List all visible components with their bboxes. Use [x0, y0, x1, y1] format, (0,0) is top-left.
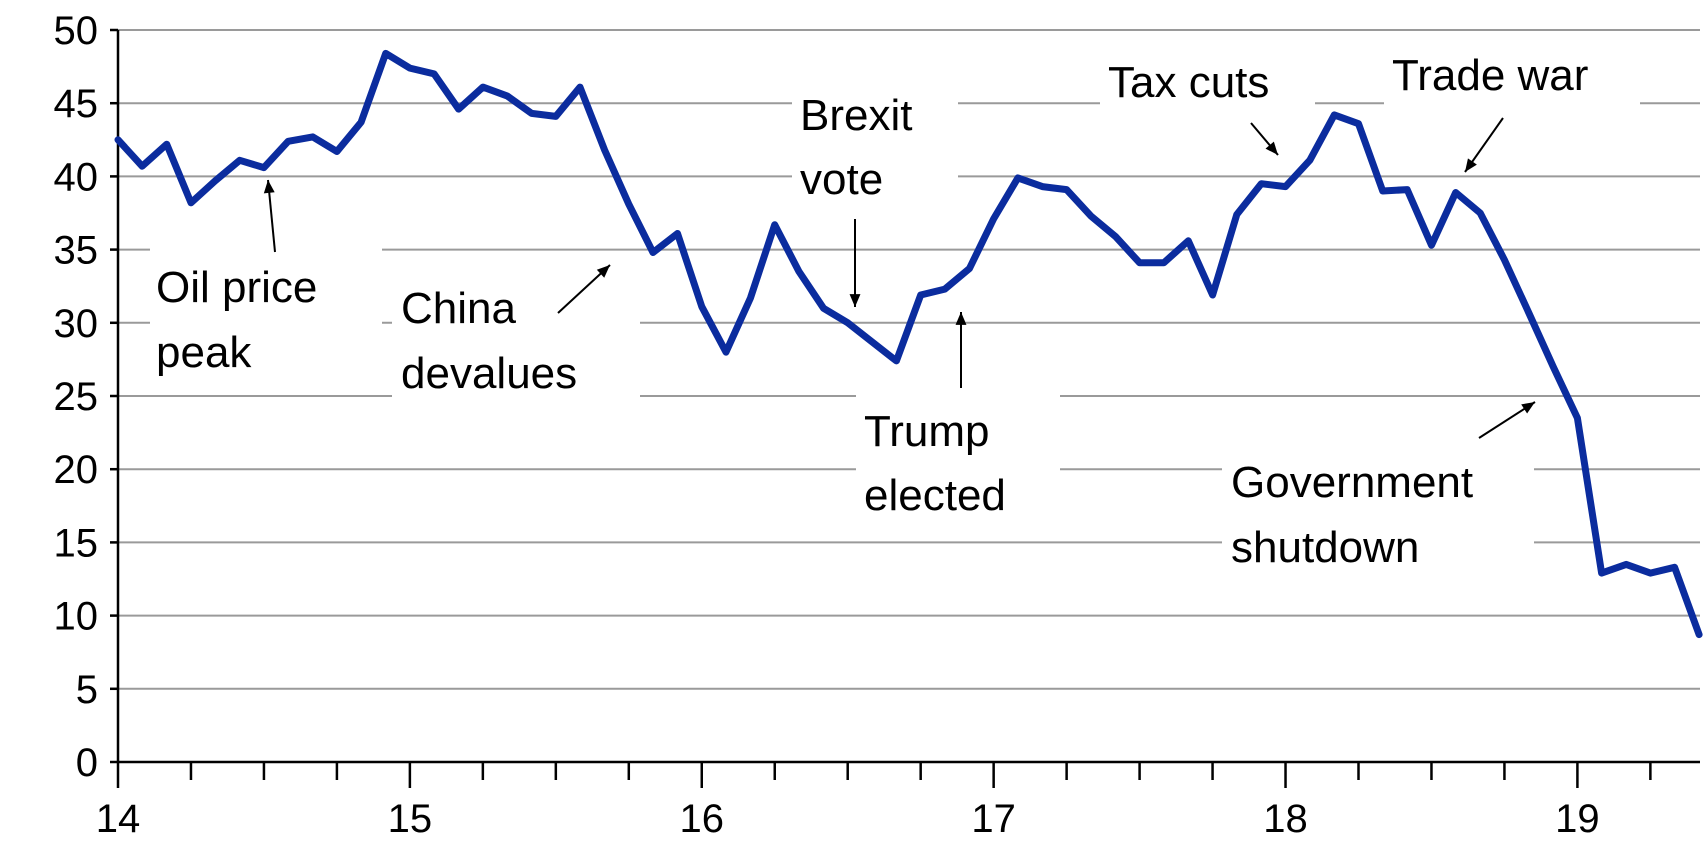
annotation-background-0 — [150, 245, 382, 385]
annotation-government-shutdown-line1: Government — [1231, 458, 1473, 507]
annotation-trump-elected-line2: elected — [864, 471, 1006, 520]
annotation-backgrounds — [150, 45, 1640, 580]
annotation-china-devalues-line1: China — [401, 284, 516, 333]
x-tick-label-18: 18 — [1263, 797, 1308, 841]
y-tick-label-10: 10 — [54, 595, 99, 639]
annotation-brexit-vote-line1: Brexit — [800, 91, 912, 140]
series-group — [114, 49, 1703, 639]
annotation-background-3 — [856, 392, 1060, 532]
annotation-background-6 — [1222, 440, 1534, 580]
x-tick-label-17: 17 — [971, 797, 1016, 841]
y-tick-label-45: 45 — [54, 82, 99, 126]
arrow-tax-cuts-head — [1265, 141, 1278, 155]
annotation-background-4 — [1100, 52, 1315, 114]
x-tick-label-15: 15 — [388, 797, 433, 841]
annotation-tax-cuts-line1: Tax cuts — [1108, 58, 1269, 107]
y-tick-label-40: 40 — [54, 155, 99, 199]
y-tick-label-20: 20 — [54, 448, 99, 492]
x-tick-label-14: 14 — [96, 797, 141, 841]
annotation-brexit-vote-line2: vote — [800, 155, 883, 204]
y-tick-label-0: 0 — [76, 741, 98, 785]
y-axis-tick-labels: 0 5 10 15 20 25 30 35 40 45 50 — [54, 9, 99, 785]
annotation-trump-elected-line1: Trump — [864, 407, 990, 456]
arrow-trump-elected-head — [955, 312, 967, 325]
x-tick-label-16: 16 — [680, 797, 725, 841]
annotation-tax-cuts: Tax cuts — [1108, 58, 1269, 107]
arrow-china-devalues-head — [596, 265, 610, 278]
annotation-background-2 — [792, 78, 958, 218]
annotation-trade-war-line1: Trade war — [1392, 51, 1588, 100]
annotation-oil-price-peak-line1: Oil price — [156, 263, 317, 312]
axes — [110, 28, 1700, 788]
arrow-oil-price-peak-head — [263, 180, 275, 194]
y-tick-label-5: 5 — [76, 668, 98, 712]
x-tick-label-19: 19 — [1555, 797, 1600, 841]
y-tick-label-35: 35 — [54, 229, 99, 273]
annotation-background-1 — [392, 270, 640, 410]
arrow-trade-war-head — [1465, 158, 1477, 172]
annotation-government-shutdown: Government shutdown — [1231, 458, 1485, 572]
y-tick-label-30: 30 — [54, 302, 99, 346]
annotation-china-devalues: China devalues — [401, 284, 577, 398]
annotation-trump-elected: Trump elected — [864, 407, 1006, 520]
annotation-oil-price-peak-line2: peak — [156, 328, 252, 377]
annotation-trade-war: Trade war — [1392, 51, 1588, 100]
annotation-brexit-vote: Brexit vote — [800, 91, 925, 204]
arrow-brexit-vote-head — [849, 294, 861, 307]
annotation-arrows — [263, 117, 1536, 439]
y-tick-label-50: 50 — [54, 9, 99, 53]
annotations: Oil price peak China devalues Brexit vot… — [156, 51, 1588, 572]
x-axis-tick-labels: 14 15 16 17 18 19 — [96, 797, 1600, 841]
annotation-china-devalues-line2: devalues — [401, 349, 577, 398]
arrow-government-shutdown-head — [1521, 402, 1535, 414]
y-tick-label-25: 25 — [54, 375, 99, 419]
series-line-0 — [114, 49, 1703, 639]
annotation-government-shutdown-line2: shutdown — [1231, 523, 1419, 572]
y-tick-label-15: 15 — [54, 521, 99, 565]
annotation-oil-price-peak: Oil price peak — [156, 263, 330, 377]
annotation-background-5 — [1384, 45, 1640, 107]
